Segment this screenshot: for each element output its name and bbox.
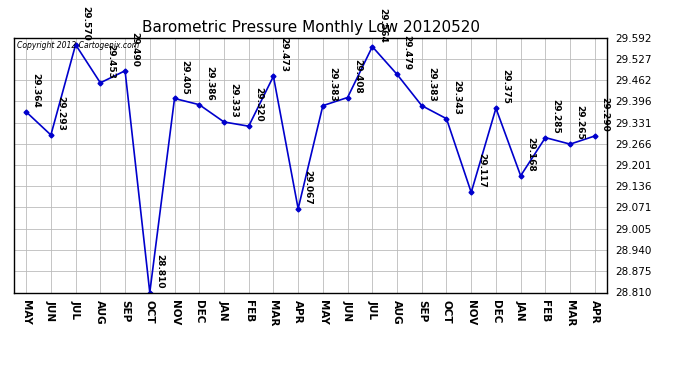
- Text: 29.386: 29.386: [205, 66, 214, 100]
- Text: 29.320: 29.320: [254, 87, 264, 122]
- Text: 29.383: 29.383: [328, 67, 337, 102]
- Text: Copyright 2012 Cartogenix.com: Copyright 2012 Cartogenix.com: [17, 41, 139, 50]
- Text: 29.479: 29.479: [402, 35, 412, 70]
- Text: 29.453: 29.453: [106, 44, 115, 79]
- Text: 29.408: 29.408: [353, 58, 362, 93]
- Text: 28.810: 28.810: [155, 254, 164, 288]
- Text: 29.290: 29.290: [600, 97, 609, 132]
- Text: 29.364: 29.364: [32, 73, 41, 108]
- Title: Barometric Pressure Monthly Low 20120520: Barometric Pressure Monthly Low 20120520: [141, 20, 480, 35]
- Text: 29.265: 29.265: [575, 105, 584, 140]
- Text: 29.343: 29.343: [452, 80, 461, 114]
- Text: 29.564: 29.564: [378, 8, 387, 42]
- Text: 29.117: 29.117: [477, 153, 486, 188]
- Text: 29.168: 29.168: [526, 137, 535, 172]
- Text: 29.333: 29.333: [230, 83, 239, 118]
- Text: 29.490: 29.490: [130, 32, 139, 67]
- Text: 29.285: 29.285: [551, 99, 560, 134]
- Text: 29.293: 29.293: [57, 96, 66, 131]
- Text: 29.067: 29.067: [304, 170, 313, 204]
- Text: 29.570: 29.570: [81, 6, 90, 40]
- Text: 29.473: 29.473: [279, 37, 288, 72]
- Text: 29.405: 29.405: [180, 60, 189, 94]
- Text: 29.375: 29.375: [502, 69, 511, 104]
- Text: 29.383: 29.383: [427, 67, 436, 102]
